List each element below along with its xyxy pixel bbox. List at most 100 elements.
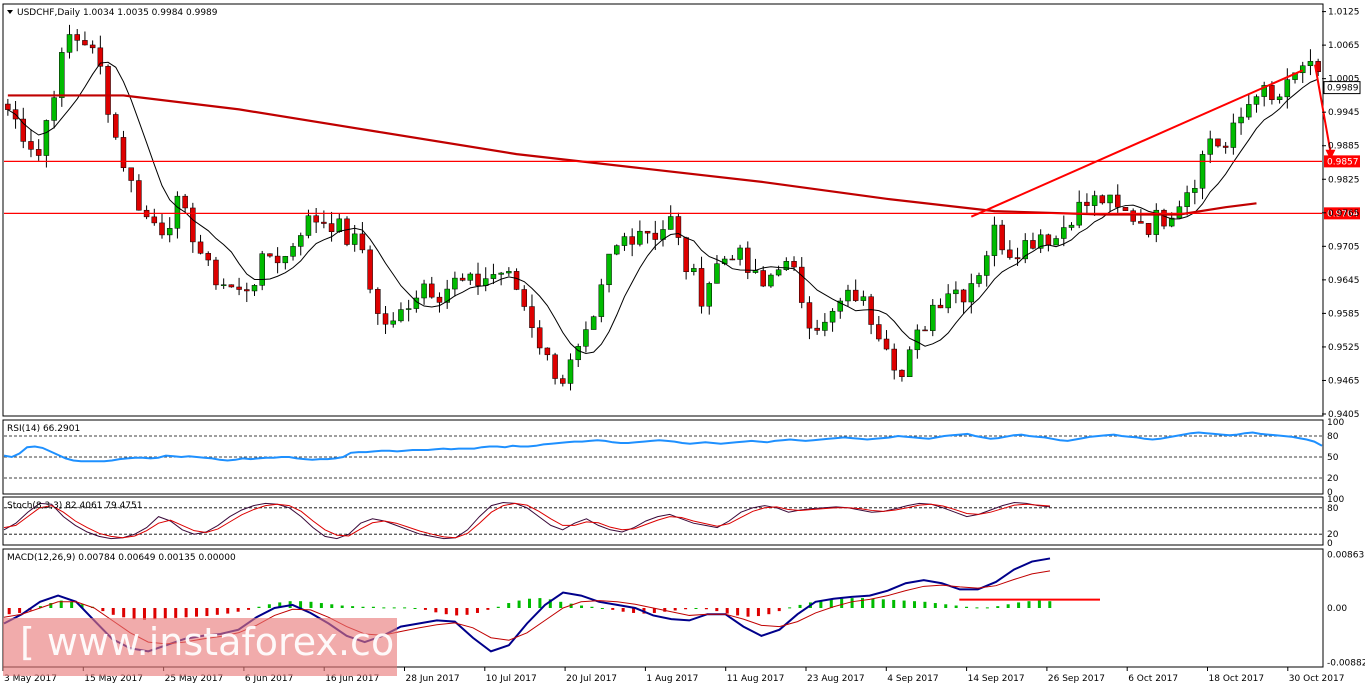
macd-histogram-bar bbox=[611, 608, 615, 610]
candle-body bbox=[1045, 234, 1052, 246]
price-tick-label: 0.9405 bbox=[1328, 410, 1360, 420]
x-tick-label: 15 May 2017 bbox=[84, 674, 143, 684]
candle-body bbox=[1215, 138, 1221, 147]
candle-body bbox=[436, 296, 443, 303]
macd-histogram-bar bbox=[1027, 601, 1031, 608]
price-tick-label: 0.9945 bbox=[1328, 108, 1360, 118]
macd-histogram-bar bbox=[236, 608, 240, 612]
candle-body bbox=[151, 216, 158, 224]
candle-body bbox=[1091, 195, 1098, 206]
macd-histogram-bar bbox=[538, 598, 542, 608]
candle-body bbox=[89, 44, 96, 49]
candle-body bbox=[351, 233, 358, 245]
rsi-tick-label: 20 bbox=[1327, 474, 1339, 484]
x-tick-label: 16 Jun 2017 bbox=[325, 674, 379, 684]
price-tick-label: 0.9525 bbox=[1328, 343, 1360, 353]
macd-histogram-bar bbox=[278, 602, 282, 608]
candle-body bbox=[768, 274, 774, 287]
macd-histogram-bar bbox=[871, 598, 875, 608]
candle-body bbox=[829, 310, 836, 323]
x-tick-label: 10 Jul 2017 bbox=[486, 674, 537, 684]
axes: 0.9857 0.9764 1.0125 1.0065 1.0005 0.9945 0.98… bbox=[2, 8, 1365, 684]
rsi-tick-label: 80 bbox=[1327, 432, 1339, 442]
macd-histogram-bar bbox=[590, 606, 594, 608]
macd-histogram-bar bbox=[673, 608, 677, 611]
macd-histogram-bar bbox=[777, 608, 781, 612]
candle-body bbox=[922, 329, 928, 332]
macd-histogram-bar bbox=[184, 608, 188, 618]
macd-histogram-bar bbox=[351, 606, 355, 608]
candle-body bbox=[822, 321, 828, 331]
candle-body bbox=[1037, 234, 1044, 249]
candle-body bbox=[1022, 240, 1029, 260]
rsi-tick-label: 50 bbox=[1327, 453, 1339, 463]
candle-body bbox=[598, 284, 605, 317]
candle-body bbox=[976, 275, 982, 284]
candle-body bbox=[775, 269, 782, 276]
price-plot bbox=[4, 24, 1336, 391]
candle-body bbox=[328, 223, 335, 233]
candle-body bbox=[5, 103, 11, 110]
candle-body bbox=[983, 255, 990, 276]
price-panel-frame bbox=[2, 3, 1324, 417]
macd-histogram-bar bbox=[725, 608, 729, 614]
candle-body bbox=[845, 289, 851, 302]
macd-histogram-bar bbox=[694, 608, 698, 609]
candle-body bbox=[583, 329, 589, 347]
macd-histogram-bar bbox=[330, 604, 334, 608]
macd-histogram-bar bbox=[881, 599, 885, 608]
candle-body bbox=[560, 378, 566, 384]
candle-body bbox=[1138, 221, 1144, 224]
macd-histogram-bar bbox=[205, 608, 209, 617]
candle-body bbox=[475, 273, 481, 286]
candle-body bbox=[452, 277, 458, 290]
price-tick-label: 0.9585 bbox=[1328, 309, 1360, 319]
macd-histogram-bar bbox=[465, 608, 469, 615]
macd-histogram-bar bbox=[361, 606, 365, 608]
candle-body bbox=[128, 167, 134, 181]
price-tick-label: 0.9645 bbox=[1328, 276, 1360, 286]
macd-histogram-bar bbox=[850, 598, 854, 608]
candle-body bbox=[868, 296, 874, 325]
rsi-tick-label: 100 bbox=[1327, 418, 1344, 428]
candle-body bbox=[398, 309, 404, 322]
macd-histogram-bar bbox=[340, 605, 344, 608]
candle-body bbox=[667, 216, 674, 230]
candle-body bbox=[837, 300, 844, 312]
candle-body bbox=[274, 255, 281, 264]
candle-body bbox=[1184, 192, 1190, 207]
macd-histogram-bar bbox=[132, 608, 136, 620]
candle-body bbox=[282, 256, 289, 264]
watermark-text: [ www.instaforex.com ] bbox=[20, 620, 459, 664]
stoch-tick-label: 0 bbox=[1327, 539, 1333, 549]
candle-body bbox=[521, 289, 528, 307]
x-tick-label: 6 Jun 2017 bbox=[245, 674, 293, 684]
candle-body bbox=[1007, 249, 1013, 258]
stoch-main-line bbox=[3, 502, 1051, 540]
macd-histogram-bar bbox=[70, 601, 74, 608]
candle-body bbox=[552, 354, 558, 379]
macd-histogram-bar bbox=[913, 601, 917, 608]
candle-body bbox=[1014, 257, 1021, 260]
candle-body bbox=[1130, 210, 1136, 222]
x-tick-label: 4 Sep 2017 bbox=[887, 674, 938, 684]
candle-body bbox=[1153, 209, 1160, 235]
candle-body bbox=[529, 306, 535, 328]
macd-histogram-bar bbox=[819, 600, 823, 608]
candle-body bbox=[1099, 195, 1106, 204]
macd-histogram-bar bbox=[7, 608, 11, 615]
symbol-dropdown-icon[interactable] bbox=[7, 10, 13, 14]
candle-body bbox=[1107, 194, 1113, 204]
watermark-banner bbox=[3, 618, 397, 676]
candle-body bbox=[614, 245, 620, 255]
candle-body bbox=[1246, 104, 1252, 118]
candle-body bbox=[575, 346, 581, 361]
rsi-line bbox=[3, 431, 1323, 463]
rsi-title: RSI(14) 66.2901 bbox=[7, 424, 80, 434]
candle-body bbox=[1307, 61, 1314, 66]
price-tick-label: 1.0065 bbox=[1328, 41, 1360, 51]
macd-histogram-bar bbox=[996, 606, 1000, 608]
candle-body bbox=[1192, 188, 1198, 193]
macd-histogram-bar bbox=[715, 608, 719, 612]
